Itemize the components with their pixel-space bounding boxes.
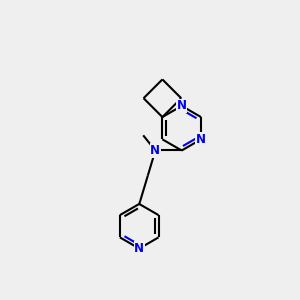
Text: N: N [134, 242, 144, 255]
Text: N: N [177, 99, 187, 112]
Text: N: N [196, 133, 206, 146]
Text: N: N [150, 144, 160, 157]
